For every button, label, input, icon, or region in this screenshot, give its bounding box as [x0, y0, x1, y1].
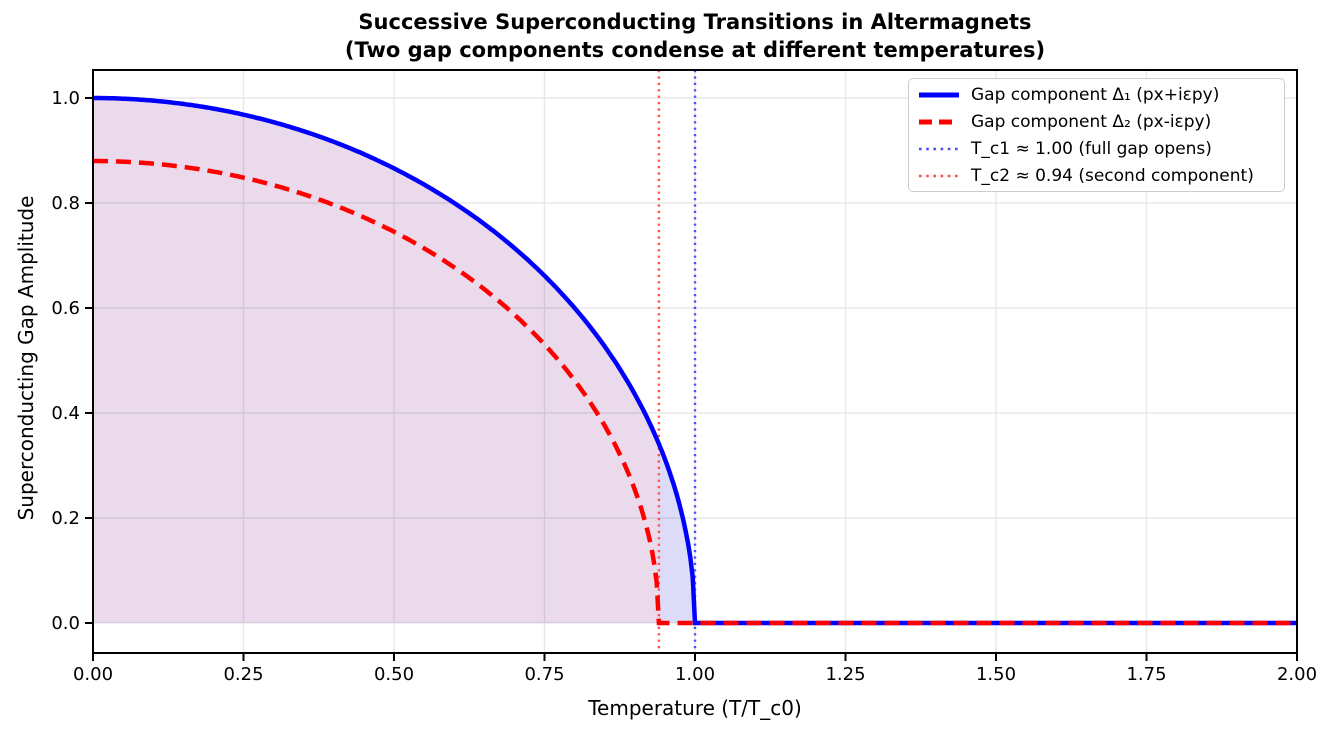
- legend-line-sample-dotted: [919, 174, 959, 177]
- tick-marks: [85, 97, 1298, 661]
- legend-line-sample-dotted: [919, 147, 959, 150]
- legend-line-sample-solid: [919, 92, 959, 97]
- legend-entry: Gap component Δ₂ (px-iεpy): [909, 112, 1284, 132]
- x-tick-label: 1.25: [825, 664, 865, 685]
- x-axis-label: Temperature (T/T_c0): [588, 696, 802, 720]
- x-tick-label: 1.75: [1126, 664, 1166, 685]
- y-tick-label: 0.2: [51, 508, 80, 529]
- x-tick-label: 1.50: [976, 664, 1016, 685]
- legend: Gap component Δ₁ (px+iεpy) Gap component …: [908, 78, 1285, 192]
- legend-label: Gap component Δ₁ (px+iεpy): [971, 84, 1220, 105]
- legend-entry: T_c2 ≈ 0.94 (second component): [909, 166, 1284, 186]
- chart-subtitle: (Two gap components condense at differen…: [344, 38, 1046, 62]
- legend-label: T_c2 ≈ 0.94 (second component): [971, 165, 1254, 186]
- legend-label: Gap component Δ₂ (px-iεpy): [971, 111, 1212, 132]
- y-tick-label: 0.6: [51, 298, 80, 319]
- y-axis-label: Superconducting Gap Amplitude: [14, 195, 38, 521]
- x-tick-label: 0.00: [73, 664, 113, 685]
- fill-delta2: [93, 98, 659, 623]
- legend-entry: T_c1 ≈ 1.00 (full gap opens): [909, 139, 1284, 159]
- x-tick-label: 1.00: [675, 664, 715, 685]
- y-tick-label: 1.0: [51, 88, 80, 109]
- curve-delta2: [93, 158, 1297, 626]
- chart-title: Successive Superconducting Transitions i…: [358, 10, 1032, 34]
- legend-label: T_c1 ≈ 1.00 (full gap opens): [971, 138, 1212, 159]
- x-tick-label: 0.75: [524, 664, 564, 685]
- x-tick-label: 0.25: [223, 664, 263, 685]
- x-tick-label: 0.50: [374, 664, 414, 685]
- y-tick-label: 0.4: [51, 403, 80, 424]
- chart-title-block: Successive Superconducting Transitions i…: [93, 8, 1297, 64]
- x-tick-label: 2.00: [1277, 664, 1317, 685]
- legend-entry: Gap component Δ₁ (px+iεpy): [909, 85, 1284, 105]
- curve-delta1: [93, 95, 1297, 626]
- legend-line-sample-dashed: [919, 119, 959, 124]
- y-tick-label: 0.0: [51, 613, 80, 634]
- y-tick-label: 0.8: [51, 193, 80, 214]
